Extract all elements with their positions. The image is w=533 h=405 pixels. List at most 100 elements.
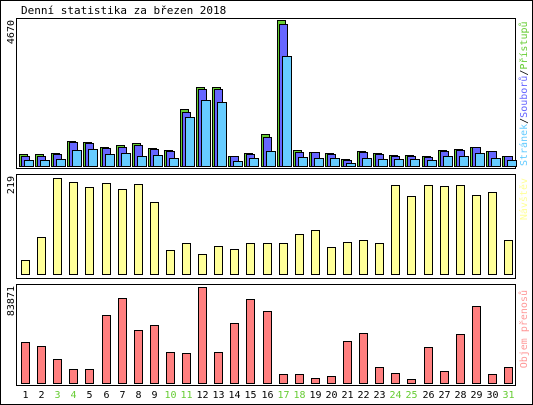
bar-visits-day-5 (85, 187, 94, 275)
bar-visits-day-25 (407, 196, 416, 275)
bar-volume-day-10 (166, 352, 175, 384)
bar-pages-day-21 (346, 163, 356, 167)
bar-volume-day-23 (375, 367, 384, 384)
panel-hits-files-pages: 4670 Stránek/Souborů/Přístupů (6, 18, 530, 169)
bar-volume-day-11 (182, 353, 191, 384)
x-label-day-12: 12 (196, 390, 208, 401)
panel-mid-frame (16, 174, 516, 279)
bar-pages-day-5 (88, 149, 98, 167)
x-label-day-25: 25 (405, 390, 417, 401)
bar-visits-day-8 (134, 184, 143, 275)
x-label-day-22: 22 (357, 390, 369, 401)
x-label-day-10: 10 (164, 390, 176, 401)
bar-visits-day-22 (359, 240, 368, 275)
legend-top: Stránek/Souborů/Přístupů (518, 21, 530, 166)
bar-pages-day-19 (314, 158, 324, 167)
x-label-day-30: 30 (486, 390, 498, 401)
bar-pages-day-23 (378, 159, 388, 167)
bar-pages-day-13 (217, 102, 227, 167)
legend-visits: Návštěv (518, 178, 530, 220)
bar-pages-day-22 (362, 158, 372, 167)
x-label-day-4: 4 (70, 390, 76, 401)
bar-pages-day-29 (475, 153, 485, 167)
y-max-label-mid: 219 (6, 176, 17, 194)
bar-volume-day-27 (440, 371, 449, 384)
x-label-day-31: 31 (502, 390, 514, 401)
x-label-day-6: 6 (103, 390, 109, 401)
x-label-day-26: 26 (422, 390, 434, 401)
x-label-day-18: 18 (293, 390, 305, 401)
bar-visits-day-28 (456, 185, 465, 275)
x-label-day-3: 3 (54, 390, 60, 401)
bar-volume-day-8 (134, 330, 143, 384)
y-max-label-bot: 83871 (6, 286, 17, 316)
x-label-day-7: 7 (119, 390, 125, 401)
panel-bot-frame (16, 284, 516, 386)
bar-pages-day-17 (282, 56, 292, 167)
x-axis-day-labels: 1 2 3 4 5 6 7 8 9 10 11 12 13 14 15 16 17 18 19 20 21 22 23 24 2… (22, 390, 514, 401)
bar-pages-day-3 (56, 159, 66, 167)
x-label-day-20: 20 (325, 390, 337, 401)
bar-volume-day-13 (214, 352, 223, 384)
x-label-day-28: 28 (454, 390, 466, 401)
bar-visits-day-7 (118, 189, 127, 275)
x-label-day-17: 17 (277, 390, 289, 401)
bar-visits-day-20 (327, 247, 336, 275)
bar-volume-day-26 (424, 347, 433, 384)
bar-volume-day-5 (85, 369, 94, 384)
bar-volume-day-24 (391, 373, 400, 384)
x-label-day-1: 1 (22, 390, 28, 401)
bar-pages-day-25 (410, 159, 420, 167)
bar-volume-day-6 (102, 315, 111, 384)
bars-top (19, 20, 517, 167)
bar-volume-day-28 (456, 334, 465, 384)
x-label-day-5: 5 (86, 390, 92, 401)
bar-volume-day-12 (198, 287, 207, 384)
bar-pages-day-7 (121, 153, 131, 167)
bar-visits-day-13 (214, 246, 223, 275)
bar-visits-day-18 (295, 234, 304, 275)
bars-mid (21, 178, 513, 275)
bar-volume-day-20 (327, 376, 336, 384)
bar-volume-day-16 (263, 311, 272, 384)
chart-title: Denní statistika za březen 2018 (21, 4, 226, 17)
x-label-day-8: 8 (135, 390, 141, 401)
bar-pages-day-2 (40, 160, 50, 167)
bar-pages-day-26 (427, 160, 437, 167)
bars-bot (21, 287, 513, 384)
panel-visits: 219 Návštěv (6, 174, 530, 279)
bar-visits-day-16 (263, 243, 272, 275)
bar-visits-day-31 (504, 240, 513, 275)
bar-volume-day-4 (69, 369, 78, 384)
x-label-day-27: 27 (438, 390, 450, 401)
bar-volume-day-15 (246, 299, 255, 384)
bar-visits-day-15 (246, 243, 255, 275)
bar-pages-day-27 (443, 156, 453, 167)
bar-visits-day-10 (166, 250, 175, 275)
bar-pages-day-31 (507, 160, 517, 167)
x-label-day-19: 19 (309, 390, 321, 401)
legend-volume: Objem přenosů (518, 290, 530, 368)
bar-visits-day-17 (279, 243, 288, 275)
bar-volume-day-29 (472, 306, 481, 384)
bar-volume-day-18 (295, 374, 304, 384)
y-max-label-top: 4670 (6, 20, 17, 44)
bar-visits-day-2 (37, 237, 46, 275)
bar-pages-day-24 (394, 159, 404, 167)
bar-visits-day-30 (488, 192, 497, 275)
bar-pages-day-8 (137, 156, 147, 167)
legend-hits: Přístupů (518, 21, 530, 69)
x-label-day-11: 11 (180, 390, 192, 401)
bar-pages-day-20 (330, 158, 340, 167)
bar-visits-day-12 (198, 254, 207, 275)
bar-visits-day-3 (53, 178, 62, 275)
panel-volume: 83871 Objem přenosů (6, 284, 530, 386)
bar-volume-day-22 (359, 333, 368, 384)
bar-pages-day-15 (249, 158, 259, 167)
bar-visits-day-23 (375, 243, 384, 275)
bar-volume-day-9 (150, 325, 159, 384)
legend-pages: Stránek (518, 124, 530, 166)
bar-volume-day-3 (53, 359, 62, 384)
bar-visits-day-24 (391, 185, 400, 275)
